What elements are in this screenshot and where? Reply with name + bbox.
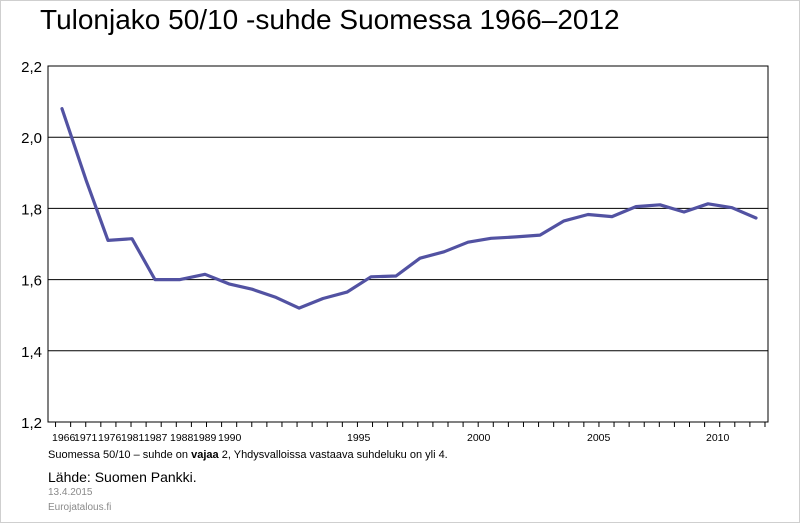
x-tick-label: 1966	[52, 432, 76, 444]
footnote-text-2: 2, Yhdysvalloissa vastaava suhdeluku on …	[218, 449, 448, 461]
x-tick-label: 1987	[144, 432, 168, 444]
x-tick-label: 2005	[587, 432, 611, 444]
gridlines	[48, 136, 768, 352]
x-tick-label: 2010	[706, 432, 730, 444]
y-tick-label: 2,0	[21, 130, 42, 147]
chart-title: Tulonjako 50/10 -suhde Suomessa 1966–201…	[40, 4, 620, 35]
site-text: Eurojatalous.fi	[48, 502, 112, 513]
y-tick-label: 1,8	[21, 201, 42, 218]
x-tick-label: 1981	[121, 432, 145, 444]
x-tick-label: 1988	[170, 432, 194, 444]
y-tick-label: 1,2	[21, 415, 42, 432]
y-tick-label: 1,6	[21, 273, 42, 290]
footnote-text-1: Suomessa 50/10 – suhde on	[48, 449, 192, 461]
date-text: 13.4.2015	[48, 487, 93, 498]
y-tick-label: 1,4	[21, 344, 42, 361]
x-tick-label: 1989	[193, 432, 217, 444]
x-tick-label: 1995	[347, 432, 371, 444]
x-tick-label: 1990	[218, 432, 242, 444]
footnote: Suomessa 50/10 – suhde on vajaa 2, Yhdys…	[48, 449, 448, 461]
y-axis-ticks: 1,2 1,4 1,6 1,8 2,0 2,2	[21, 59, 42, 432]
x-tick-label: 1971	[74, 432, 98, 444]
source-text: Lähde: Suomen Pankki.	[48, 469, 197, 485]
footnote-bold: vajaa	[191, 449, 219, 461]
plot-area	[47, 65, 769, 423]
x-tick-label: 1976	[98, 432, 122, 444]
y-tick-label: 2,2	[21, 59, 42, 76]
series-line	[60, 107, 758, 310]
x-tick-label: 2000	[467, 432, 491, 444]
